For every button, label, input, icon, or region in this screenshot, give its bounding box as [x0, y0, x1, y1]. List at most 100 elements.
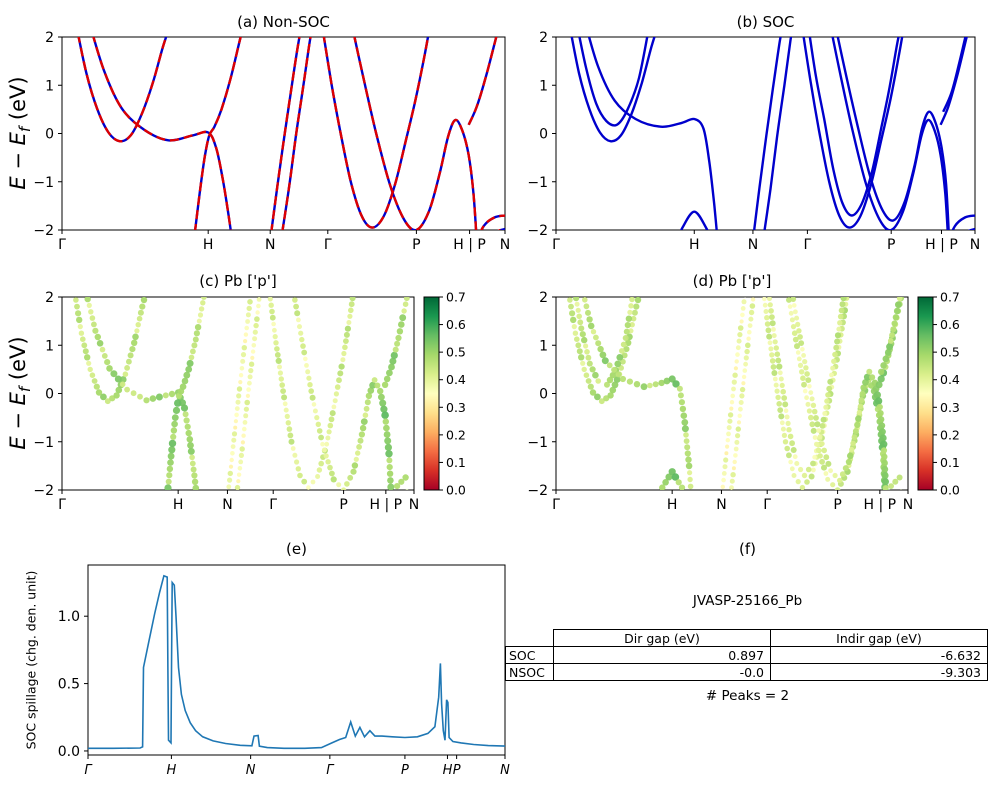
band-line: [587, 37, 718, 230]
svg-text:P: P: [453, 763, 461, 778]
band-line: [808, 37, 900, 217]
svg-text:−2: −2: [527, 483, 548, 499]
svg-text:Γ: Γ: [803, 237, 811, 253]
svg-text:0.4: 0.4: [446, 372, 466, 387]
band-line: [967, 227, 975, 230]
x-ticks: Γ H N Γ P H | P N: [58, 230, 510, 253]
svg-text:H | P: H | P: [453, 237, 486, 253]
svg-text:H | P: H | P: [370, 497, 403, 513]
svg-text:H | P: H | P: [925, 237, 958, 253]
svg-text:0: 0: [45, 387, 54, 403]
panel-c-title: (c) Pb ['p']: [199, 272, 277, 290]
svg-text:0.5: 0.5: [446, 345, 466, 360]
panel-a-ylabel: E − Ef (eV): [6, 76, 34, 189]
svg-text:−2: −2: [33, 483, 54, 499]
svg-text:Γ: Γ: [552, 497, 560, 513]
svg-text:0: 0: [539, 127, 548, 143]
panel-d-title: (d) Pb ['p']: [692, 272, 772, 290]
svg-text:H: H: [689, 237, 700, 253]
energy-label-unit: (eV): [5, 76, 30, 127]
x-ticks: Γ H N Γ P H | P N: [552, 230, 980, 253]
row-header-soc: SOC: [505, 646, 554, 664]
svg-text:H | P: H | P: [864, 497, 897, 513]
svg-text:N: N: [716, 497, 726, 513]
svg-text:0: 0: [45, 127, 54, 143]
svg-text:0.7: 0.7: [446, 290, 466, 305]
svg-text:Γ: Γ: [84, 763, 93, 778]
band-line: [679, 210, 709, 230]
band-line: [281, 37, 312, 230]
gap-table-header-row: Dir gap (eV) Indir gap (eV): [506, 629, 988, 647]
panel-d-colorbar: 0.0 0.1 0.2 0.3 0.4 0.5 0.6 0.7: [917, 290, 960, 498]
svg-text:N: N: [500, 763, 510, 778]
panel-b-axes: Γ H N Γ P H | P N −2 −1 0 1 2: [527, 30, 980, 253]
gap-table-row-soc: SOC 0.897 -6.632: [505, 646, 988, 664]
svg-text:−2: −2: [33, 223, 54, 239]
y-ticks: −2 −1 0 1 2: [527, 30, 556, 239]
band-line: [752, 37, 782, 230]
nsoc-indir-gap-value: -9.303: [770, 663, 988, 681]
nsoc-dir-gap-value: -0.0: [553, 663, 771, 681]
svg-text:P: P: [401, 763, 409, 778]
row-header-nsoc: NSOC: [505, 663, 554, 681]
svg-text:2: 2: [45, 290, 54, 306]
y-ticks: −2 −1 0 1 2: [527, 290, 556, 499]
svg-text:Γ: Γ: [326, 763, 335, 778]
energy-label-sub: f: [16, 386, 35, 393]
panel-c-axes: Γ H N Γ P H | P N −2 −1 0 1 2: [33, 290, 419, 513]
svg-text:0.2: 0.2: [446, 427, 466, 442]
band-line: [353, 37, 478, 230]
material-id-heading: JVASP-25166_Pb: [692, 593, 803, 609]
svg-text:H: H: [173, 497, 184, 513]
soc-indir-gap-value: -6.632: [770, 646, 988, 664]
svg-text:H: H: [167, 763, 177, 778]
panel-d-axes: Γ H N Γ P H | P N −2 −1 0 1 2: [527, 290, 913, 513]
svg-text:N: N: [748, 237, 758, 253]
band-line: [467, 37, 498, 126]
y-ticks: −2 −1 0 1 2: [33, 30, 62, 239]
band-line: [270, 37, 301, 230]
band-line: [467, 37, 498, 126]
svg-text:H: H: [443, 763, 453, 778]
band-line: [497, 227, 505, 230]
svg-text:N: N: [903, 497, 913, 513]
svg-text:−1: −1: [33, 175, 54, 191]
panel-e-title: (e): [286, 540, 307, 558]
svg-text:Γ: Γ: [552, 237, 560, 253]
svg-text:0.3: 0.3: [446, 400, 466, 415]
svg-text:H: H: [203, 237, 214, 253]
energy-label-main: E − E: [5, 132, 30, 190]
svg-text:0.1: 0.1: [446, 455, 466, 470]
svg-text:Γ: Γ: [324, 237, 332, 253]
peaks-count-note: # Peaks = 2: [705, 688, 790, 704]
band-line: [77, 37, 168, 143]
y-ticks: 0.0 0.5 1.0: [58, 609, 88, 760]
gap-table: Dir gap (eV) Indir gap (eV) SOC 0.897 -6…: [505, 629, 988, 681]
panel-a-axes: Γ H N Γ P H | P N −2 −1 0 1 2: [33, 30, 510, 253]
soc-dir-gap-value: 0.897: [553, 646, 771, 664]
energy-label-main: E − E: [5, 392, 30, 450]
gap-table-row-nsoc: NSOC -0.0 -9.303: [505, 663, 988, 681]
svg-text:1: 1: [45, 338, 54, 354]
panel-a-title: (a) Non-SOC: [237, 13, 330, 31]
scatter-points: [73, 297, 410, 490]
svg-text:0.5: 0.5: [58, 677, 80, 693]
svg-text:2: 2: [539, 30, 548, 46]
band-line: [322, 37, 430, 229]
panel-e-axes: Γ H N Γ P H P N0.00.51.0: [58, 564, 510, 778]
band-line: [353, 37, 478, 230]
svg-text:0.6: 0.6: [940, 317, 960, 332]
svg-text:H: H: [667, 497, 678, 513]
svg-text:2: 2: [539, 290, 548, 306]
svg-text:0.3: 0.3: [940, 400, 960, 415]
x-ticks: Γ H N Γ P H | P N: [552, 490, 913, 513]
svg-text:Γ: Γ: [58, 237, 66, 253]
svg-text:0.0: 0.0: [446, 483, 466, 498]
panel-b-title: (b) SOC: [736, 13, 795, 31]
band-line: [578, 37, 649, 127]
svg-text:P: P: [833, 497, 841, 513]
svg-text:Γ: Γ: [763, 497, 771, 513]
svg-text:−1: −1: [527, 435, 548, 451]
